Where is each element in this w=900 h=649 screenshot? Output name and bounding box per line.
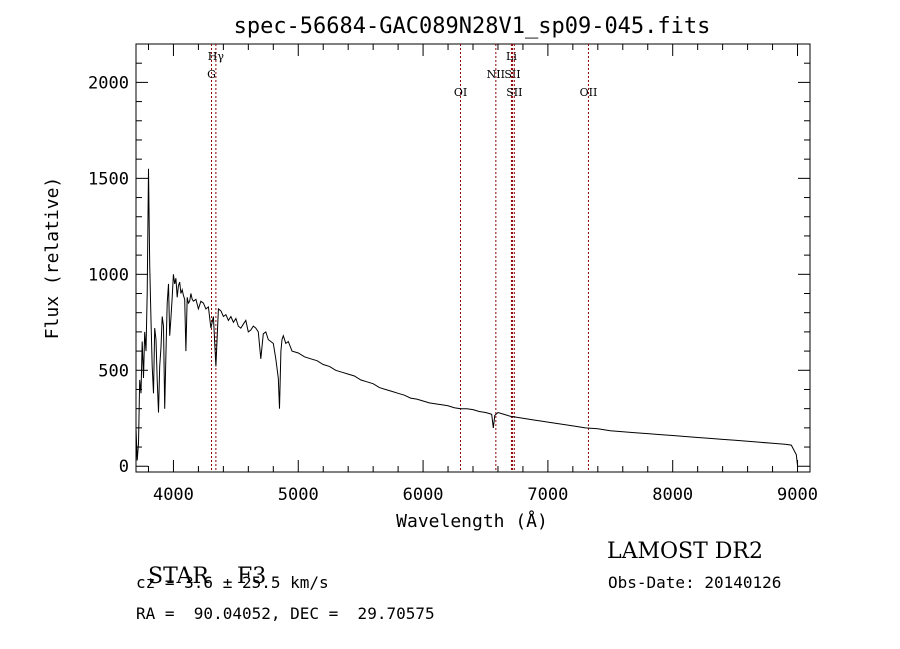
coordinates-text: RA = 90.04052, DEC = 29.70575 — [136, 604, 435, 623]
survey-name: LAMOST DR2 — [607, 539, 763, 564]
x-tick-label: 9000 — [777, 485, 818, 505]
axis-ticks: 4000 5000 6000 7000 8000 9000 0 500 1000 1500 2000 — [88, 44, 818, 505]
spectral-line-label: Li — [506, 50, 517, 63]
chart-title: spec-56684-GAC089N28V1_sp09-045.fits — [234, 14, 711, 39]
x-axis-label: Wavelength (Å) — [396, 510, 548, 532]
x-tick-label: 4000 — [153, 485, 194, 505]
y-tick-label: 1000 — [88, 265, 129, 285]
spectral-line-label: SII — [506, 86, 522, 99]
spectral-subclass: F3 — [236, 564, 267, 589]
y-axis-label: Flux (relative) — [42, 177, 63, 340]
spectral-line-label: OI — [454, 86, 467, 99]
observation-date: Obs-Date: 20140126 — [608, 573, 782, 592]
spectral-line-label: Hγ — [208, 50, 225, 63]
x-tick-label: 6000 — [403, 485, 444, 505]
plot-frame — [135, 43, 811, 473]
redshift-text: cz = 3.6 ± 25.5 km/s — [136, 573, 329, 592]
spectral-line-label: NII — [487, 68, 505, 81]
x-tick-label: 8000 — [652, 485, 693, 505]
y-tick-label: 2000 — [88, 73, 129, 93]
spectral-line-label: G — [207, 68, 216, 81]
y-tick-label: 1500 — [88, 169, 129, 189]
x-tick-label: 7000 — [527, 485, 568, 505]
x-tick-label: 5000 — [278, 485, 319, 505]
spectral-line-label: SII — [504, 68, 520, 81]
object-type: STAR — [148, 564, 209, 589]
y-tick-label: 0 — [119, 457, 129, 477]
spectral-line-label: OII — [580, 86, 598, 99]
spectrum-line — [135, 168, 798, 466]
y-tick-label: 500 — [98, 361, 129, 381]
